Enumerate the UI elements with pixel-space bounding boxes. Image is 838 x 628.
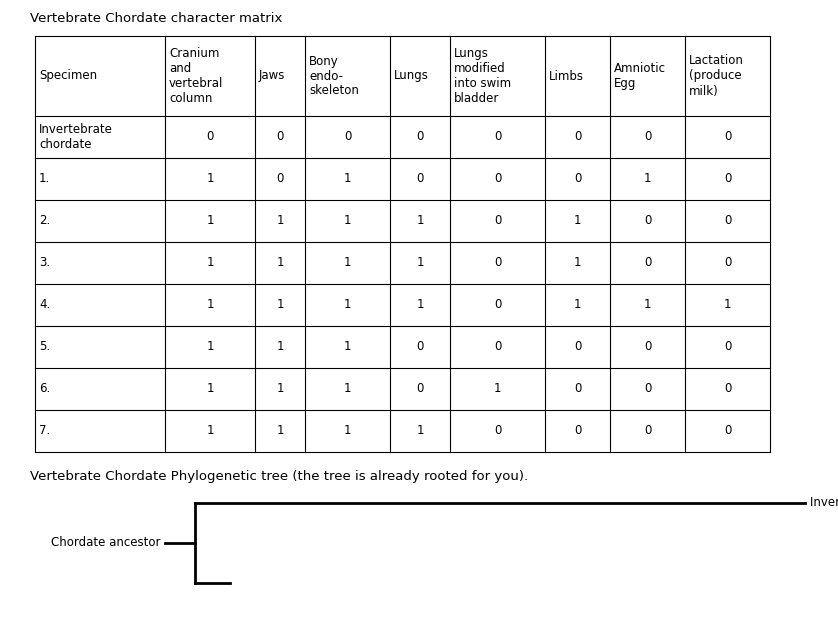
Text: 1: 1 [277,256,284,269]
Text: 3.: 3. [39,256,50,269]
Text: Amniotic
Egg: Amniotic Egg [614,62,666,90]
Text: 0: 0 [277,131,284,144]
Text: 0: 0 [574,382,582,396]
Text: 0: 0 [644,340,651,354]
Text: 1: 1 [344,215,351,227]
Text: 0: 0 [644,215,651,227]
Text: 0: 0 [724,340,732,354]
Text: 1: 1 [724,298,732,311]
Text: 0: 0 [344,131,351,144]
Text: Invertebrate chordate: Invertebrate chordate [810,497,838,509]
Text: 1: 1 [206,298,214,311]
Text: 0: 0 [644,425,651,438]
Text: 5.: 5. [39,340,50,354]
Text: 1: 1 [344,382,351,396]
Text: 0: 0 [416,382,424,396]
Text: 7.: 7. [39,425,50,438]
Text: 0: 0 [724,382,732,396]
Text: 1: 1 [206,425,214,438]
Text: 0: 0 [724,173,732,185]
Text: Limbs: Limbs [549,70,584,82]
Text: Specimen: Specimen [39,70,97,82]
Text: 1: 1 [644,298,651,311]
Text: 0: 0 [416,173,424,185]
Text: 1: 1 [574,298,582,311]
Text: 1: 1 [344,425,351,438]
Text: 0: 0 [644,382,651,396]
Text: 1: 1 [644,173,651,185]
Text: 0: 0 [574,425,582,438]
Text: 1.: 1. [39,173,50,185]
Text: Cranium
and
vertebral
column: Cranium and vertebral column [169,47,224,105]
Text: 0: 0 [416,131,424,144]
Text: Bony
endo-
skeleton: Bony endo- skeleton [309,55,359,97]
Text: 1: 1 [344,256,351,269]
Text: 0: 0 [494,425,501,438]
Text: Lactation
(produce
milk): Lactation (produce milk) [689,55,744,97]
Text: 0: 0 [494,131,501,144]
Text: 1: 1 [416,425,424,438]
Text: 1: 1 [206,340,214,354]
Text: 1: 1 [277,298,284,311]
Text: 0: 0 [574,340,582,354]
Text: 1: 1 [206,256,214,269]
Text: 0: 0 [574,131,582,144]
Text: 1: 1 [277,382,284,396]
Text: 0: 0 [494,256,501,269]
Text: 1: 1 [277,425,284,438]
Text: 1: 1 [416,256,424,269]
Text: Lungs: Lungs [394,70,429,82]
Text: 0: 0 [494,215,501,227]
Text: 0: 0 [494,340,501,354]
Text: 1: 1 [344,298,351,311]
Text: 0: 0 [494,173,501,185]
Text: 1: 1 [416,215,424,227]
Text: Vertebrate Chordate Phylogenetic tree (the tree is already rooted for you).: Vertebrate Chordate Phylogenetic tree (t… [30,470,528,483]
Text: 1: 1 [277,215,284,227]
Text: 1: 1 [206,382,214,396]
Text: 2.: 2. [39,215,50,227]
Text: 1: 1 [416,298,424,311]
Text: Jaws: Jaws [259,70,286,82]
Text: 0: 0 [206,131,214,144]
Text: 0: 0 [724,425,732,438]
Text: 1: 1 [574,215,582,227]
Text: 1: 1 [206,215,214,227]
Text: 0: 0 [277,173,284,185]
Text: 1: 1 [344,340,351,354]
Text: 0: 0 [724,215,732,227]
Text: Chordate ancestor: Chordate ancestor [50,536,160,550]
Text: 0: 0 [644,256,651,269]
Text: 1: 1 [277,340,284,354]
Text: 1: 1 [344,173,351,185]
Text: 0: 0 [416,340,424,354]
Text: 0: 0 [574,173,582,185]
Text: Invertebrate
chordate: Invertebrate chordate [39,123,113,151]
Text: 0: 0 [724,131,732,144]
Text: 6.: 6. [39,382,50,396]
Text: 0: 0 [494,298,501,311]
Text: 4.: 4. [39,298,50,311]
Text: 0: 0 [644,131,651,144]
Text: Lungs
modified
into swim
bladder: Lungs modified into swim bladder [454,47,511,105]
Text: 1: 1 [574,256,582,269]
Text: Vertebrate Chordate character matrix: Vertebrate Chordate character matrix [30,12,282,25]
Text: 1: 1 [494,382,501,396]
Text: 1: 1 [206,173,214,185]
Text: 0: 0 [724,256,732,269]
